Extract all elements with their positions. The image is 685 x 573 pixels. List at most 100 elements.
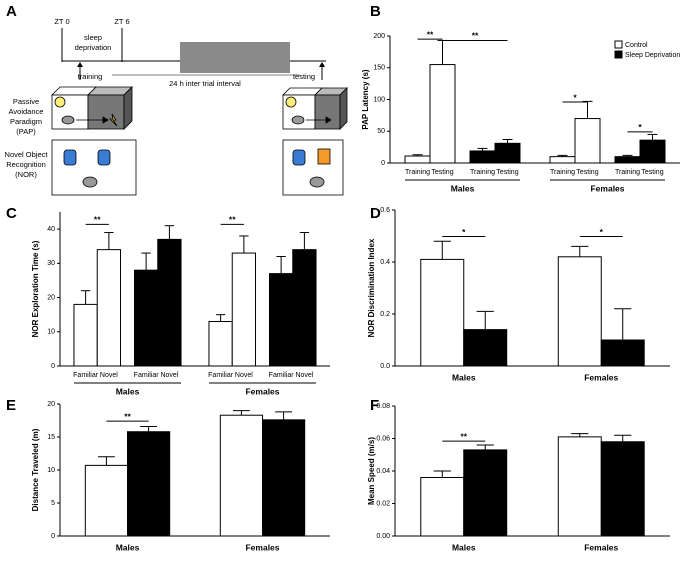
bar	[96, 249, 122, 367]
bar	[463, 449, 508, 537]
nor-box	[51, 139, 344, 196]
panel-label: A	[6, 3, 17, 20]
significance-label: *	[573, 92, 577, 102]
y-tick-label: 20	[47, 401, 55, 408]
bar	[420, 477, 465, 537]
bar	[219, 414, 263, 537]
phase-label: Familiar	[208, 372, 234, 379]
bar	[557, 436, 602, 537]
panel-label: F	[370, 397, 379, 414]
panel-label: D	[370, 205, 381, 222]
bar	[133, 269, 159, 367]
y-tick-label: 0.6	[380, 207, 390, 214]
bar	[404, 155, 431, 164]
y-tick-label: 0.0	[380, 363, 390, 370]
y-tick-label: 150	[373, 65, 385, 72]
row-label: Paradigm	[10, 117, 42, 126]
category-label: Males	[116, 542, 140, 552]
phase-label: Novel	[160, 372, 178, 379]
phase-label: Testing	[496, 169, 518, 176]
phase-label: Novel	[235, 372, 253, 379]
bar	[494, 142, 521, 164]
y-tick-label: 5	[51, 500, 55, 507]
row-label: Recognition	[6, 160, 46, 169]
y-tick-label: 0	[51, 533, 55, 540]
bar	[208, 321, 233, 367]
significance-label: **	[427, 29, 434, 39]
sleep-label: sleep	[84, 33, 102, 42]
y-tick-label: 0.2	[380, 311, 390, 318]
category-label: Females	[584, 542, 618, 552]
significance-label: **	[472, 31, 479, 41]
bar	[420, 258, 465, 367]
phase-label: Training	[470, 169, 495, 176]
bar	[463, 329, 508, 367]
significance-label: *	[638, 122, 642, 132]
phase-label: Novel	[295, 372, 313, 379]
bar	[469, 150, 496, 164]
y-tick-label: 30	[47, 260, 55, 267]
y-tick-label: 20	[47, 294, 55, 301]
category-label: Males	[452, 372, 476, 382]
training-label: training	[78, 72, 103, 81]
bar	[157, 238, 182, 367]
zt-end: ZT 6	[114, 17, 129, 26]
category-label: Males	[452, 542, 476, 552]
significance-label: **	[460, 431, 467, 441]
diagram: A ZT 0 ZT 6 sleep deprivation training 2…	[5, 3, 348, 196]
y-axis-label: Mean Speed (m/s)	[367, 437, 376, 505]
sleep-label: deprivation	[75, 43, 112, 52]
row-label: Avoidance	[9, 107, 44, 116]
phase-label: Familiar	[269, 372, 295, 379]
bar	[600, 441, 645, 537]
bar	[268, 273, 294, 367]
y-tick-label: 0.4	[380, 259, 390, 266]
y-axis-label: NOR Exploration Time (s)	[31, 240, 40, 337]
bar	[614, 156, 641, 164]
dark-period	[180, 42, 290, 73]
category-label: Females	[245, 542, 279, 552]
bar	[429, 64, 456, 164]
y-axis-label: NOR Discrimination Index	[367, 238, 376, 337]
row-label: (PAP)	[16, 127, 36, 136]
y-tick-label: 0.08	[376, 403, 390, 410]
pap-box-test	[282, 87, 348, 130]
phase-label: Familiar	[73, 372, 99, 379]
panel-label: C	[6, 205, 17, 222]
panel-label: E	[6, 397, 16, 414]
phase-label: Training	[615, 169, 640, 176]
bar	[292, 249, 317, 367]
testing-label: testing	[293, 72, 315, 81]
row-label: (NOR)	[15, 170, 37, 179]
pap-box	[51, 86, 133, 130]
y-axis-label: PAP Latency (s)	[361, 69, 370, 130]
y-tick-label: 0.02	[376, 500, 390, 507]
phase-label: Testing	[641, 169, 663, 176]
legend-swatch	[614, 50, 623, 59]
category-label: Males	[451, 183, 475, 193]
phase-label: Novel	[100, 372, 118, 379]
y-tick-label: 10	[47, 467, 55, 474]
legend-label: Control	[625, 42, 648, 49]
phase-label: Testing	[431, 169, 453, 176]
bar	[639, 139, 666, 164]
bar	[127, 431, 171, 537]
category-label: Females	[590, 183, 624, 193]
zt-start: ZT 0	[54, 17, 69, 26]
legend-swatch	[614, 40, 623, 49]
significance-label: *	[600, 227, 604, 237]
bar	[600, 339, 645, 367]
bar	[557, 256, 602, 367]
arrow-head	[77, 62, 83, 67]
y-tick-label: 0	[381, 160, 385, 167]
y-tick-label: 10	[47, 329, 55, 336]
row-label: Passive	[13, 97, 39, 106]
bar	[231, 252, 257, 367]
significance-label: **	[124, 411, 131, 421]
phase-label: Testing	[576, 169, 598, 176]
panel-label: B	[370, 3, 381, 20]
y-tick-label: 0	[51, 363, 55, 370]
phase-label: Familiar	[134, 372, 160, 379]
y-axis-label: Distance Traveled (m)	[31, 428, 40, 511]
